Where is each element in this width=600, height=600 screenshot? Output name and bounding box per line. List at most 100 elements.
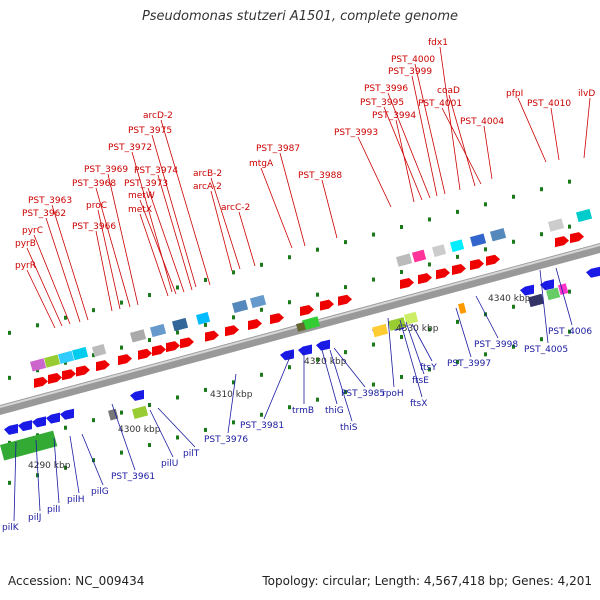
bottom-gene-label: pilJ bbox=[28, 513, 41, 523]
figure-title: Pseudomonas stutzeri A1501, complete gen… bbox=[141, 9, 459, 24]
bottom-gene-label: PST_3976 bbox=[204, 435, 248, 445]
top-label-leader bbox=[33, 234, 71, 325]
reverse-gene-arrow bbox=[60, 408, 74, 420]
bottom-label-leader bbox=[411, 323, 433, 362]
tick-mark bbox=[316, 397, 319, 402]
top-label-leader bbox=[107, 173, 139, 306]
tick-mark bbox=[36, 473, 39, 478]
scale-label: 4300 kbp bbox=[118, 425, 161, 435]
bottom-gene-label: PST_4006 bbox=[548, 327, 592, 337]
forward-gene-arrow bbox=[418, 273, 432, 285]
tick-mark bbox=[372, 232, 375, 237]
tick-mark bbox=[260, 412, 263, 417]
tick-mark bbox=[400, 225, 403, 229]
bottom-gene-label: PST_3998 bbox=[474, 340, 518, 350]
top-label-leader bbox=[131, 151, 173, 293]
tick-mark bbox=[344, 285, 347, 290]
top-gene-label: PST_3972 bbox=[108, 143, 152, 153]
tick-mark bbox=[456, 319, 459, 324]
forward-gene-arrow bbox=[166, 341, 180, 353]
top-label-leader bbox=[279, 152, 306, 247]
bottom-gene-label: pilU bbox=[161, 459, 178, 469]
scale-label: 4330 kbp bbox=[396, 324, 439, 334]
bottom-label-leader bbox=[475, 295, 499, 339]
forward-gene-arrow bbox=[270, 313, 284, 325]
tick-mark bbox=[316, 357, 319, 362]
tick-mark bbox=[400, 335, 403, 339]
feature-block bbox=[372, 323, 389, 338]
tick-mark bbox=[568, 224, 571, 229]
feature-block bbox=[44, 354, 61, 368]
tick-mark bbox=[8, 480, 11, 485]
top-label-leader bbox=[238, 211, 256, 267]
top-gene-label: pyrB bbox=[15, 239, 36, 249]
top-label-leader bbox=[157, 174, 193, 291]
top-label-leader bbox=[483, 125, 493, 180]
top-label-leader bbox=[45, 217, 81, 323]
feature-block bbox=[528, 293, 545, 308]
tick-mark bbox=[540, 232, 543, 237]
top-gene-label: PST_3966 bbox=[72, 222, 116, 232]
tick-mark bbox=[64, 425, 67, 430]
bottom-gene-label: pilT bbox=[183, 449, 200, 459]
top-gene-label: PST_3974 bbox=[134, 166, 178, 176]
bottom-label-leader bbox=[263, 351, 293, 420]
tick-mark bbox=[400, 270, 403, 274]
bottom-label-leader bbox=[321, 349, 338, 405]
tick-mark bbox=[484, 247, 487, 252]
feature-block bbox=[411, 249, 427, 263]
feature-block bbox=[404, 311, 419, 325]
top-gene-label: arcA-2 bbox=[193, 182, 222, 192]
bottom-label-leader bbox=[555, 267, 573, 326]
feature-block bbox=[558, 283, 569, 295]
tick-mark bbox=[204, 387, 207, 392]
bottom-label-leader bbox=[149, 409, 174, 458]
feature-block bbox=[302, 316, 321, 331]
feature-block bbox=[457, 302, 467, 314]
reverse-gene-arrow bbox=[280, 349, 294, 361]
forward-gene-arrow bbox=[138, 348, 152, 360]
tick-mark bbox=[120, 410, 123, 415]
feature-block bbox=[396, 253, 413, 267]
top-label-leader bbox=[357, 136, 392, 208]
bottom-label-leader bbox=[53, 437, 60, 504]
bottom-gene-label: PST_3985 bbox=[341, 389, 385, 399]
top-gene-label: arcC-2 bbox=[221, 203, 250, 213]
top-label-leader bbox=[139, 213, 169, 297]
tick-mark bbox=[64, 360, 67, 365]
feature-block bbox=[296, 321, 306, 332]
reverse-gene-arrow bbox=[32, 416, 46, 428]
top-label-leader bbox=[583, 97, 591, 159]
tick-mark bbox=[204, 322, 207, 327]
bottom-gene-label: rpoH bbox=[382, 389, 404, 399]
forward-gene-arrow bbox=[118, 354, 132, 366]
top-gene-label: PST_3968 bbox=[72, 179, 116, 189]
bottom-gene-label: thiS bbox=[340, 423, 358, 433]
forward-gene-arrow bbox=[152, 344, 166, 356]
reverse-gene-arrow bbox=[130, 389, 144, 401]
tick-mark bbox=[316, 247, 319, 252]
bottom-label-leader bbox=[329, 349, 353, 422]
feature-block bbox=[432, 244, 447, 258]
top-label-leader bbox=[387, 92, 431, 199]
tick-mark bbox=[232, 270, 235, 275]
forward-gene-arrow bbox=[62, 369, 76, 381]
feature-block bbox=[387, 317, 407, 331]
bottom-gene-label: pilH bbox=[67, 495, 84, 505]
forward-gene-arrow bbox=[225, 325, 239, 337]
forward-gene-arrow bbox=[555, 236, 569, 248]
forward-gene-arrow bbox=[48, 373, 62, 385]
tick-mark bbox=[484, 352, 487, 357]
feature-block bbox=[30, 358, 47, 372]
top-label-leader bbox=[439, 46, 461, 191]
tick-mark bbox=[568, 329, 571, 334]
forward-gene-arrow bbox=[452, 263, 466, 275]
top-gene-label: PST_3987 bbox=[256, 144, 300, 154]
top-gene-label: PST_3963 bbox=[28, 196, 72, 206]
tick-mark bbox=[512, 344, 515, 349]
feature-block bbox=[546, 287, 561, 301]
tick-mark bbox=[512, 194, 515, 199]
tick-mark bbox=[148, 403, 151, 408]
top-label-leader bbox=[383, 106, 423, 201]
